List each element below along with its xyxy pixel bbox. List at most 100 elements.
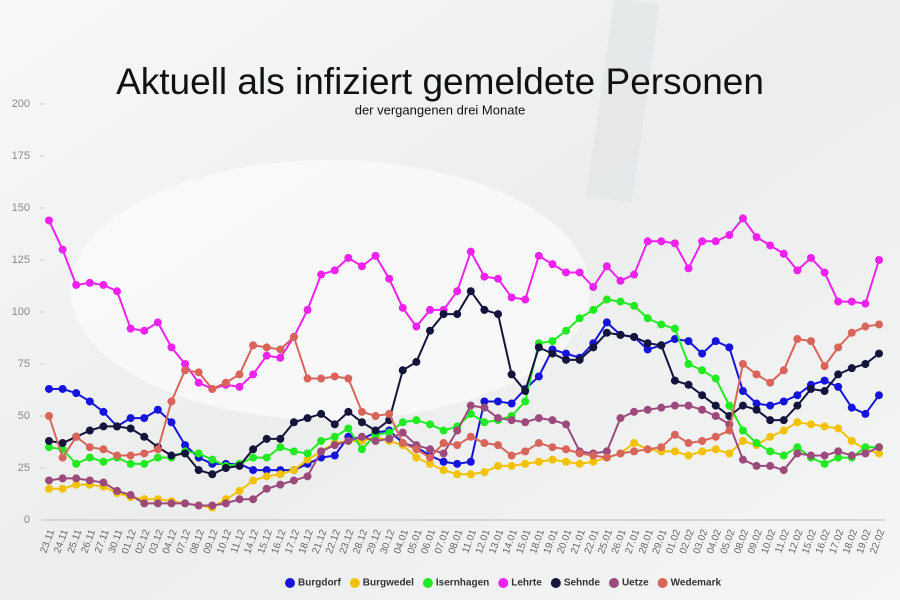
data-point — [126, 424, 135, 433]
data-point — [276, 353, 285, 362]
data-point — [262, 484, 271, 493]
data-point — [317, 436, 326, 445]
legend-label: Uetze — [622, 578, 649, 589]
data-point — [657, 403, 666, 412]
data-point — [289, 447, 298, 456]
data-point — [289, 332, 298, 341]
data-point — [330, 432, 339, 441]
data-point — [72, 480, 81, 489]
data-point — [357, 445, 366, 454]
data-point — [385, 428, 394, 437]
data-point — [480, 305, 489, 314]
data-point — [45, 443, 53, 452]
data-point — [289, 418, 298, 427]
data-point — [657, 320, 666, 329]
data-point — [616, 414, 625, 423]
data-point — [276, 345, 285, 354]
data-point — [738, 387, 747, 396]
data-point — [45, 384, 53, 393]
data-point — [507, 416, 516, 425]
data-point — [453, 459, 462, 468]
data-point — [725, 449, 734, 458]
legend-marker — [422, 578, 433, 588]
data-point — [834, 297, 843, 306]
data-point — [303, 414, 312, 423]
data-point — [875, 320, 883, 329]
data-point — [276, 434, 285, 443]
data-point — [643, 405, 652, 414]
data-point — [181, 499, 190, 508]
data-point — [820, 459, 829, 468]
data-point — [439, 310, 448, 319]
data-point — [847, 436, 856, 445]
data-point — [847, 297, 856, 306]
data-point — [45, 216, 53, 225]
data-point — [752, 439, 761, 448]
data-point — [711, 401, 720, 410]
data-point — [657, 443, 666, 452]
data-point — [494, 441, 503, 450]
data-point — [317, 374, 326, 383]
data-point — [167, 397, 176, 406]
data-point — [208, 470, 217, 479]
data-point — [72, 389, 81, 398]
data-point — [249, 453, 258, 462]
data-point — [385, 434, 394, 443]
data-point — [630, 439, 639, 448]
data-point — [698, 447, 707, 456]
data-point — [425, 459, 434, 468]
data-point — [630, 301, 639, 310]
data-point — [534, 343, 543, 352]
data-point — [371, 412, 380, 420]
data-point — [752, 370, 761, 379]
data-point — [235, 461, 244, 470]
data-point — [289, 466, 298, 475]
data-point — [657, 341, 666, 350]
data-point — [562, 355, 571, 364]
data-point — [820, 376, 829, 385]
data-point — [806, 337, 815, 346]
data-point — [425, 453, 434, 462]
data-point — [72, 280, 81, 289]
data-point — [113, 486, 122, 495]
data-point — [249, 466, 258, 475]
data-point — [235, 370, 244, 379]
data-point — [249, 341, 258, 350]
data-point — [534, 372, 543, 381]
data-point — [99, 407, 108, 416]
data-point — [385, 409, 394, 418]
data-point — [738, 436, 747, 445]
data-point — [72, 459, 81, 468]
data-point — [126, 324, 135, 333]
data-point — [711, 445, 720, 454]
y-tick-label: 50 — [18, 410, 30, 422]
data-point — [616, 297, 625, 306]
data-point — [670, 376, 679, 385]
data-point — [779, 466, 788, 475]
data-point — [725, 343, 734, 352]
data-point — [113, 287, 122, 296]
data-point — [249, 370, 258, 379]
data-point — [494, 414, 503, 423]
data-point — [861, 449, 870, 458]
data-point — [126, 491, 135, 500]
data-point — [85, 453, 94, 462]
data-point — [534, 251, 543, 260]
data-point — [779, 451, 788, 460]
data-point — [602, 295, 611, 304]
data-point — [113, 451, 122, 460]
data-point — [521, 447, 530, 456]
data-point — [439, 439, 448, 448]
data-point — [847, 364, 856, 373]
data-point — [738, 426, 747, 435]
data-point — [534, 414, 543, 423]
data-point — [235, 486, 244, 495]
data-point — [766, 461, 775, 470]
data-point — [834, 382, 843, 391]
legend-marker — [657, 578, 668, 588]
data-point — [167, 418, 176, 427]
data-point — [861, 360, 870, 368]
data-point — [670, 239, 679, 248]
data-point — [875, 443, 883, 452]
data-point — [357, 262, 366, 271]
